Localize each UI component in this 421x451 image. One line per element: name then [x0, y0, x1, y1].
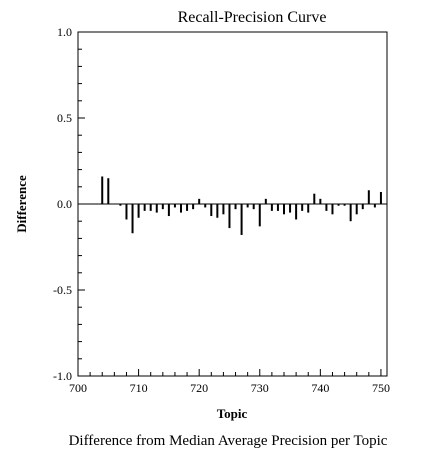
y-axis-label: Difference	[14, 175, 29, 233]
bars	[101, 176, 382, 235]
y-tick-label: 0.5	[57, 111, 72, 125]
x-tick-label: 720	[190, 381, 208, 395]
x-tick-label: 710	[130, 381, 148, 395]
y-tick-label: 1.0	[57, 25, 72, 39]
x-tick-label: 730	[251, 381, 269, 395]
x-tick-label: 750	[372, 381, 390, 395]
x-tick-label: 700	[69, 381, 87, 395]
y-axis: -1.0 -0.5 0.0 0.5 1.0	[53, 25, 85, 383]
x-axis-label: Topic	[217, 406, 248, 421]
x-axis: 700 710 720 730 740 750	[69, 369, 390, 395]
x-tick-label: 740	[311, 381, 329, 395]
chart-title: Recall-Precision Curve	[178, 9, 327, 26]
y-tick-label: -1.0	[53, 369, 72, 383]
y-tick-label: -0.5	[53, 283, 72, 297]
chart-caption: Difference from Median Average Precision…	[69, 433, 388, 449]
y-tick-label: 0.0	[57, 197, 72, 211]
